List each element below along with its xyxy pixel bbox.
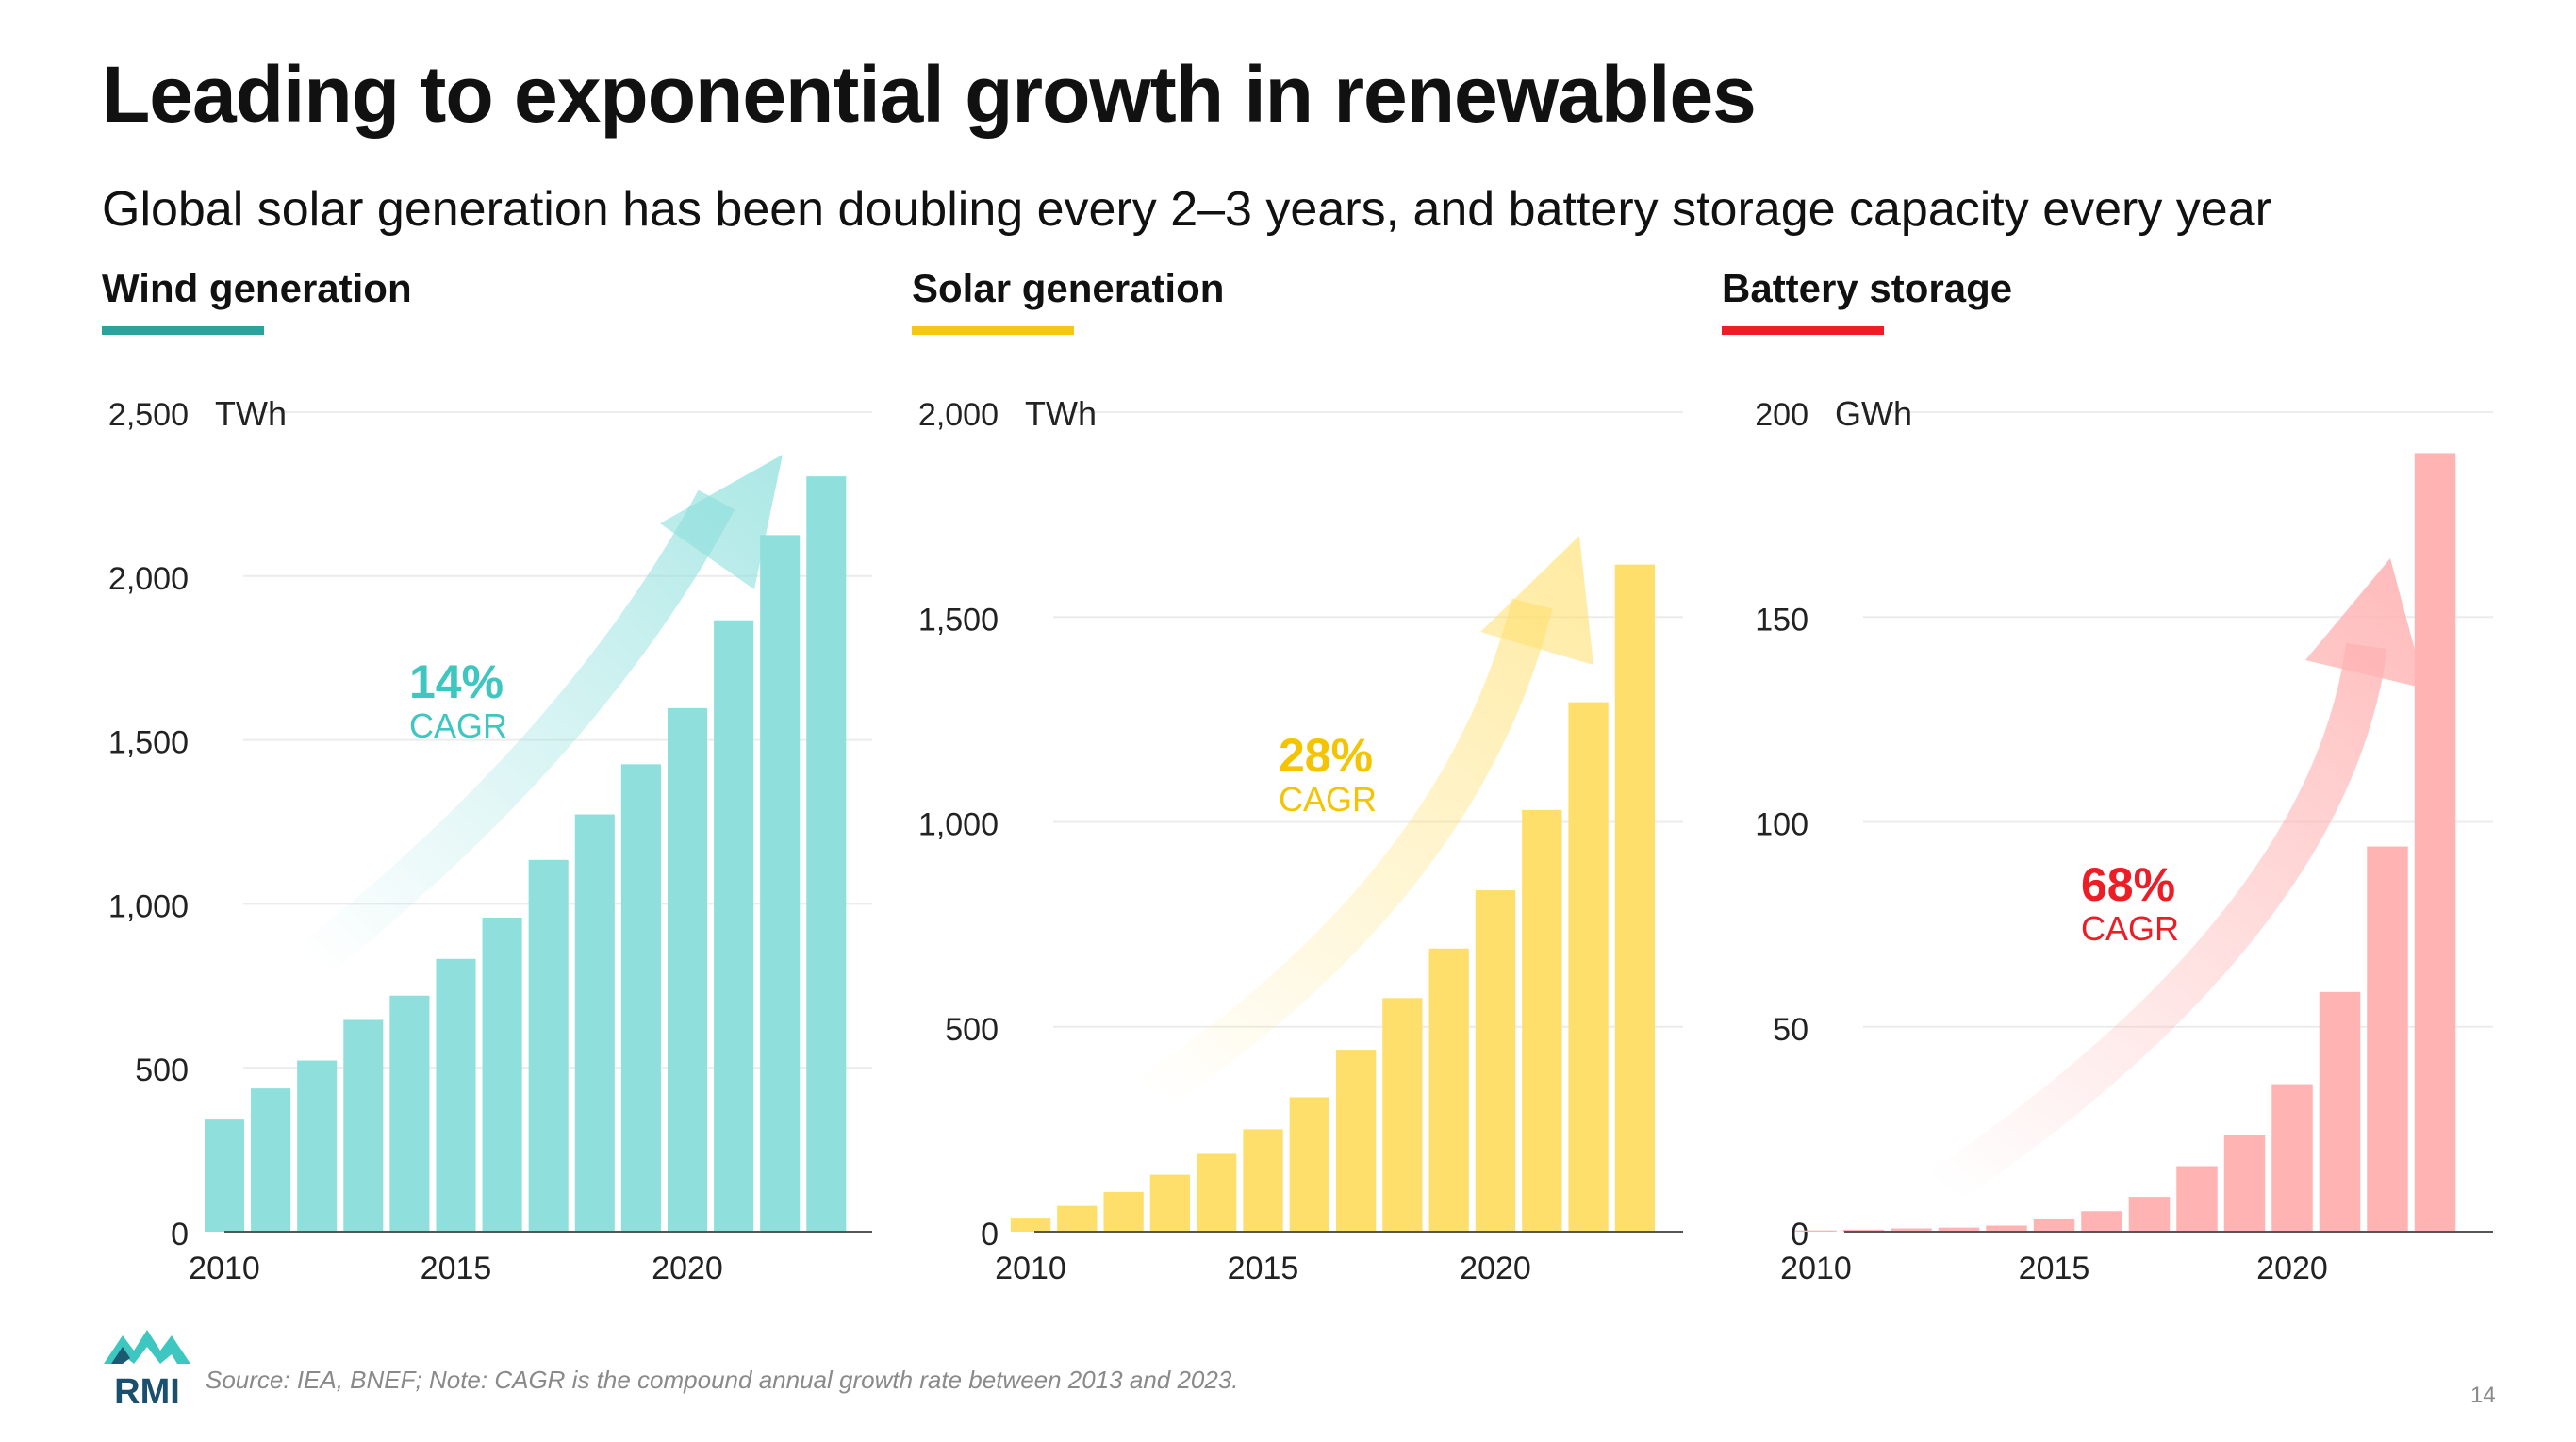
battery-x-tick-label: 2020 [2256,1251,2328,1286]
battery-growth-arrowhead [2305,558,2425,688]
wind-bar-2023 [806,476,847,1232]
battery-x-tick-label: 2015 [2019,1251,2090,1286]
solar-growth-arrow [1138,598,1553,1112]
wind-bar-2010 [204,1119,245,1232]
battery-growth-arrow [1930,643,2387,1206]
wind-x-tick-label: 2015 [421,1251,492,1286]
battery-y-tick-label: 150 [1755,602,1808,638]
solar-bar-2011 [1057,1205,1098,1232]
battery-y-tick-label: 100 [1755,807,1808,843]
solar-y-tick-label: 1,000 [918,807,999,843]
battery-bar-2015 [2033,1218,2075,1232]
solar-bar-2018 [1382,998,1423,1232]
solar-bar-2019 [1428,948,1469,1232]
battery-bar-2018 [2176,1166,2218,1232]
wind-y-tick-label: 2,500 [108,397,189,433]
wind-heading-underline [102,326,264,335]
wind-y-tick-label: 2,000 [108,561,189,597]
battery-bar-2022 [2367,846,2408,1232]
battery-bar-2023 [2414,453,2456,1232]
rmi-logo-text: RMI [114,1372,180,1407]
wind-bar-2013 [343,1019,384,1232]
solar-bar-2022 [1568,702,1609,1232]
battery-bar-2020 [2271,1084,2313,1232]
wind-bar-2011 [251,1088,291,1232]
solar-bar-2014 [1197,1153,1237,1232]
wind-y-tick-label: 1,000 [108,888,189,924]
wind-bar-2019 [620,764,661,1232]
battery-y-tick-label: 50 [1773,1012,1808,1048]
solar-x-tick-label: 2010 [995,1251,1066,1286]
solar-bar-2017 [1335,1050,1377,1232]
wind-bar-2021 [714,620,754,1232]
wind-bar-2020 [667,707,708,1232]
slide-title: Leading to exponential growth in renewab… [102,50,1757,139]
solar-x-tick-label: 2020 [1460,1251,1531,1286]
solar-y-tick-label: 2,000 [918,397,999,433]
source-footnote: Source: IEA, BNEF; Note: CAGR is the com… [206,1366,1239,1394]
solar-x-tick-label: 2015 [1228,1251,1299,1286]
wind-bar-2018 [574,814,615,1232]
solar-cagr-label: CAGR [1279,780,1377,819]
battery-bar-2017 [2128,1197,2171,1232]
solar-cagr-value: 28% [1279,729,1373,782]
wind-unit-label: TWh [215,394,287,433]
battery-y-tick-label: 200 [1755,397,1808,433]
wind-x-tick-label: 2010 [189,1251,260,1286]
wind-growth-arrow [298,489,735,979]
wind-y-tick-label: 0 [171,1217,189,1252]
battery-y-tick-label: 0 [1791,1217,1808,1252]
solar-bar-2016 [1289,1097,1329,1232]
battery-heading-underline [1722,326,1884,335]
battery-cagr-label: CAGR [2081,909,2179,948]
battery-bar-2014 [1986,1225,2027,1232]
solar-heading-underline [912,326,1074,335]
battery-bar-2021 [2319,991,2361,1232]
solar-bar-2010 [1010,1218,1051,1232]
wind-bar-2017 [528,859,569,1232]
wind-y-tick-label: 1,500 [108,725,189,761]
solar-growth-arrowhead [1480,536,1593,665]
rmi-logo: RMI [104,1330,190,1407]
wind-bar-2014 [389,995,430,1232]
battery-chart-heading: Battery storage [1722,266,2013,310]
solar-bar-2015 [1243,1129,1283,1232]
wind-growth-arrowhead [660,455,783,589]
page-number: 14 [2470,1383,2496,1408]
wind-bar-2022 [760,535,801,1232]
solar-chart-heading: Solar generation [912,266,1225,310]
solar-bar-2021 [1522,809,1562,1232]
wind-chart-heading: Wind generation [102,266,412,310]
solar-bar-2012 [1103,1191,1144,1232]
battery-unit-label: GWh [1835,394,1912,433]
wind-bar-2012 [297,1060,338,1232]
battery-bar-2012 [1891,1228,1932,1232]
wind-bar-2016 [482,917,522,1232]
solar-bar-2013 [1149,1174,1191,1232]
solar-y-tick-label: 1,500 [918,602,999,638]
battery-bar-2016 [2081,1211,2122,1232]
wind-y-tick-label: 500 [135,1052,189,1088]
solar-bar-2023 [1614,564,1656,1232]
solar-unit-label: TWh [1025,394,1097,433]
solar-bar-2020 [1475,890,1516,1232]
wind-cagr-value: 14% [409,655,504,708]
battery-bar-2011 [1842,1229,1885,1232]
battery-x-tick-label: 2010 [1780,1251,1852,1286]
battery-bar-2013 [1938,1227,1980,1232]
slide-subtitle: Global solar generation has been doublin… [102,182,2271,237]
wind-cagr-label: CAGR [409,706,507,745]
battery-bar-2019 [2223,1135,2266,1232]
battery-cagr-value: 68% [2081,858,2175,911]
solar-y-tick-label: 0 [981,1217,999,1252]
wind-x-tick-label: 2020 [652,1251,723,1286]
solar-y-tick-label: 500 [945,1012,999,1048]
wind-bar-2015 [436,958,476,1232]
battery-bar-2010 [1795,1230,1837,1232]
